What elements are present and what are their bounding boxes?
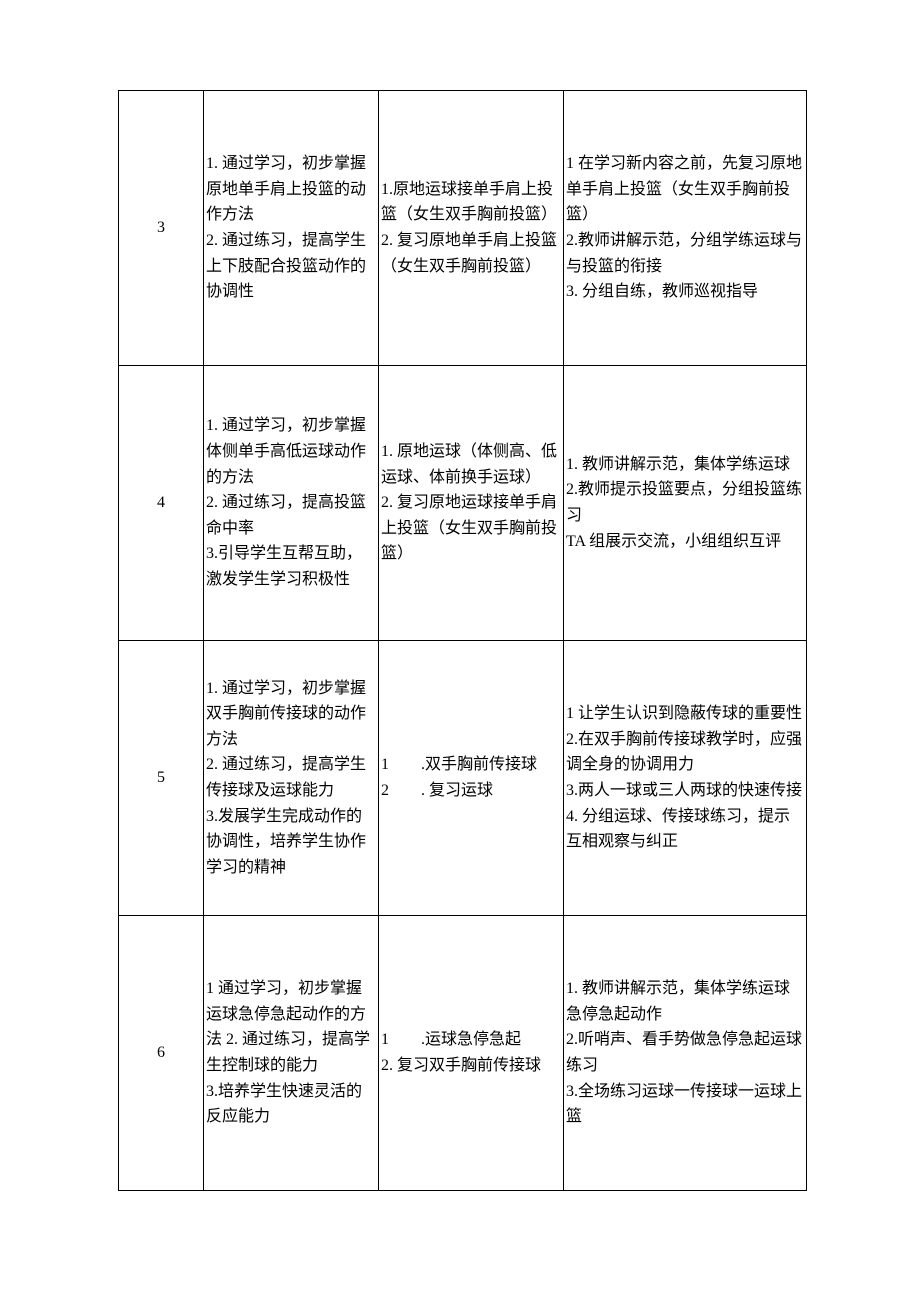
table-row: 4 1. 通过学习，初步掌握体侧单手高低运球动作的方法2. 通过练习，提高投篮命… xyxy=(119,366,807,641)
cell-methods: 1. 教师讲解示范，集体学练运球2.教师提示投篮要点，分组投篮练习TA 组展示交… xyxy=(564,366,807,641)
cell-index: 3 xyxy=(119,91,204,366)
cell-objectives: 1. 通过学习，初步掌握双手胸前传接球的动作方法2. 通过练习，提高学生传接球及… xyxy=(204,641,379,916)
cell-objectives: 1. 通过学习，初步掌握体侧单手高低运球动作的方法2. 通过练习，提高投篮命中率… xyxy=(204,366,379,641)
table-row: 3 1. 通过学习，初步掌握原地单手肩上投篮的动作方法2. 通过练习，提高学生上… xyxy=(119,91,807,366)
cell-content: 1 .运球急停急起2. 复习双手胸前传接球 xyxy=(379,916,564,1191)
cell-content: 1.原地运球接单手肩上投篮（女生双手胸前投篮）2. 复习原地单手肩上投篮（女生双… xyxy=(379,91,564,366)
cell-objectives: 1. 通过学习，初步掌握原地单手肩上投篮的动作方法2. 通过练习，提高学生上下肢… xyxy=(204,91,379,366)
cell-content: 1. 原地运球（体侧高、低运球、体前换手运球）2. 复习原地运球接单手肩上投篮（… xyxy=(379,366,564,641)
cell-content: 1 .双手胸前传接球2 . 复习运球 xyxy=(379,641,564,916)
document-page: 3 1. 通过学习，初步掌握原地单手肩上投篮的动作方法2. 通过练习，提高学生上… xyxy=(0,0,920,1281)
cell-methods: 1. 教师讲解示范，集体学练运球急停急起动作2.听哨声、看手势做急停急起运球练习… xyxy=(564,916,807,1191)
cell-index: 5 xyxy=(119,641,204,916)
cell-methods: 1 让学生认识到隐蔽传球的重要性2.在双手胸前传接球教学时，应强调全身的协调用力… xyxy=(564,641,807,916)
cell-objectives: 1 通过学习，初步掌握运球急停急起动作的方法 2. 通过练习，提高学生控制球的能… xyxy=(204,916,379,1191)
table-body: 3 1. 通过学习，初步掌握原地单手肩上投篮的动作方法2. 通过练习，提高学生上… xyxy=(119,91,807,1191)
cell-methods: 1 在学习新内容之前，先复习原地单手肩上投篮（女生双手胸前投篮）2.教师讲解示范… xyxy=(564,91,807,366)
cell-index: 6 xyxy=(119,916,204,1191)
table-row: 5 1. 通过学习，初步掌握双手胸前传接球的动作方法2. 通过练习，提高学生传接… xyxy=(119,641,807,916)
table-row: 6 1 通过学习，初步掌握运球急停急起动作的方法 2. 通过练习，提高学生控制球… xyxy=(119,916,807,1191)
lesson-plan-table: 3 1. 通过学习，初步掌握原地单手肩上投篮的动作方法2. 通过练习，提高学生上… xyxy=(118,90,807,1191)
cell-index: 4 xyxy=(119,366,204,641)
